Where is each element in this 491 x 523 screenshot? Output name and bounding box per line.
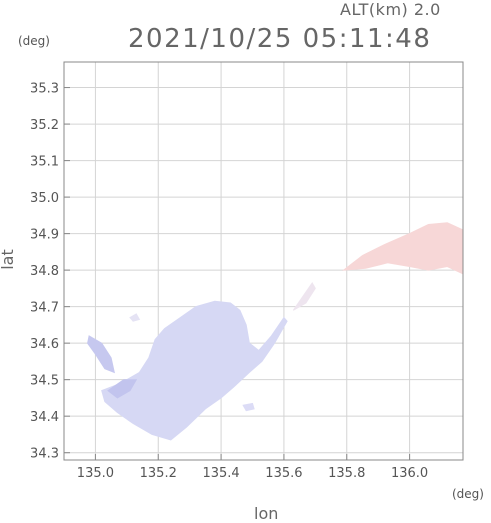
y-tick-label: 35.2 (30, 118, 59, 133)
timestamp-title: 2021/10/25 05:11:48 (128, 24, 432, 54)
x-tick-label: 135.2 (140, 466, 177, 481)
plot-frame (63, 61, 464, 461)
data-region (292, 281, 316, 311)
region-layer (87, 222, 464, 441)
x-tick-label: 135.6 (265, 466, 302, 481)
data-region (107, 379, 138, 399)
y-tick-label: 34.9 (30, 228, 59, 243)
data-region (87, 335, 115, 374)
data-region (341, 222, 464, 275)
y-tick-label: 34.5 (30, 374, 59, 389)
y-tick-label: 34.8 (30, 264, 59, 279)
x-tick-label: 135.0 (77, 466, 114, 481)
x-tick-label: 135.8 (328, 466, 365, 481)
x-tick-label: 135.4 (202, 466, 239, 481)
y-unit-label: (deg) (18, 34, 50, 48)
y-tick-label: 34.3 (30, 447, 59, 462)
y-tick-label: 35.3 (30, 82, 59, 97)
y-tick-label: 35.1 (30, 155, 59, 170)
x-axis-label: lon (254, 504, 279, 523)
x-tick-label: 136.0 (391, 466, 428, 481)
x-unit-label: (deg) (452, 487, 484, 501)
y-tick-label: 34.4 (30, 410, 59, 425)
data-region (242, 402, 255, 412)
y-tick-label: 34.6 (30, 337, 59, 352)
tick-layer: 135.0 135.2 135.4 135.6 135.8 136.0 34.3 34.4 34… (30, 82, 428, 481)
altitude-label: ALT(km) 2.0 (340, 0, 441, 19)
data-region (129, 313, 141, 322)
data-region (101, 300, 288, 441)
y-tick-label: 34.7 (30, 301, 59, 316)
y-tick-label: 35.0 (30, 191, 59, 206)
